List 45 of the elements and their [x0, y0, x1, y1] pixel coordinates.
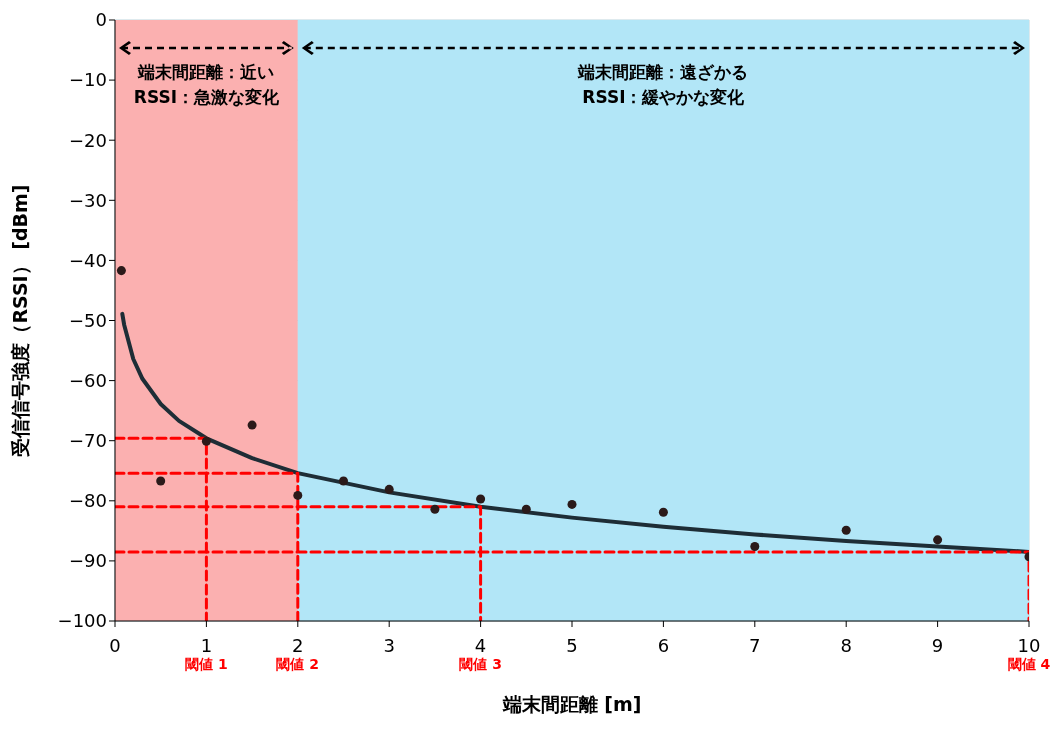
y-tick-label: −100 — [57, 610, 107, 632]
y-tick-label: −10 — [69, 69, 107, 91]
x-tick-label: 3 — [383, 634, 395, 656]
point — [521, 504, 531, 514]
point — [841, 525, 851, 535]
annotation: 閾値 2 — [276, 655, 320, 672]
x-tick-label: 8 — [840, 634, 852, 656]
x-tick-label: 4 — [474, 634, 487, 656]
point — [658, 507, 668, 517]
x-tick-label: 10 — [1017, 634, 1041, 656]
y-tick-label: −70 — [69, 430, 107, 452]
point — [293, 490, 303, 500]
point — [933, 535, 943, 545]
y-tick-label: −40 — [69, 249, 107, 271]
y-axis-title: 受信信号強度（RSSI） [dBm] — [8, 184, 31, 457]
y-tick-label: −20 — [69, 129, 107, 151]
band-label: 端末間距離：近い RSSI：急激な変化 — [133, 62, 280, 107]
point — [201, 436, 211, 446]
y-tick-label: 0 — [95, 9, 107, 31]
annotation: 閾値 4 — [1007, 655, 1051, 672]
x-axis-title: 端末間距離 [m] — [501, 693, 642, 715]
y-tick-label: −50 — [69, 309, 107, 331]
annotation: 閾値 3 — [459, 655, 502, 672]
point — [567, 499, 577, 509]
x-tick-label: 6 — [657, 634, 670, 656]
y-tick-label: −80 — [69, 490, 107, 512]
y-tick-label: −60 — [69, 369, 107, 391]
x-tick-label: 0 — [109, 634, 121, 656]
point — [247, 420, 257, 430]
point — [384, 484, 394, 494]
band-label: 端末間距離：遠ざかる RSSI：緩やかな変化 — [577, 62, 749, 107]
x-tick-label: 1 — [200, 634, 213, 656]
y-tick-label: −30 — [69, 189, 107, 211]
x-tick-label: 2 — [292, 634, 304, 656]
x-tick-label: 9 — [931, 634, 944, 656]
x-tick-label: 7 — [749, 634, 761, 656]
point — [156, 476, 166, 486]
point — [430, 504, 440, 514]
point — [338, 476, 349, 486]
point — [476, 494, 486, 504]
annotation: 閾値 1 — [185, 655, 228, 672]
y-tick-label: −90 — [69, 550, 107, 572]
x-tick-label: 5 — [566, 634, 578, 656]
point — [750, 541, 760, 551]
point — [116, 266, 126, 276]
